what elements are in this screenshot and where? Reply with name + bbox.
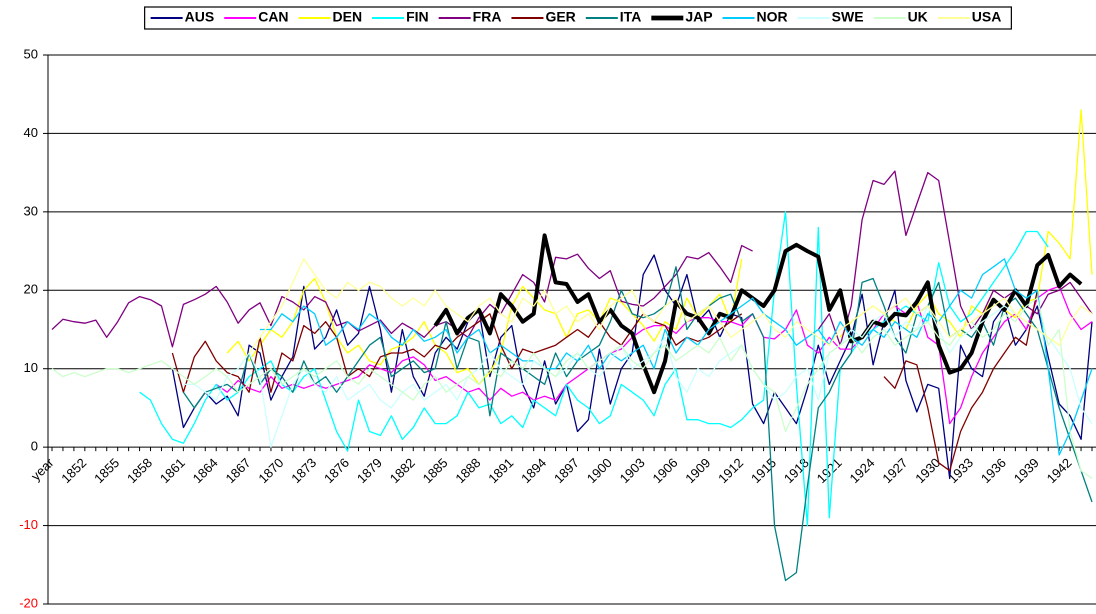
series-line	[51, 170, 1093, 348]
x-tick-label: year	[28, 455, 57, 484]
x-tick-label: 1909	[682, 455, 713, 486]
x-tick-label: 1858	[124, 455, 155, 486]
y-tick-label: 30	[24, 203, 38, 218]
legend-label: SWE	[832, 9, 864, 25]
series-line	[182, 266, 1093, 582]
x-tick-label: 1939	[1011, 455, 1042, 486]
legend-label: CAN	[258, 9, 288, 25]
x-tick-label: 1882	[387, 455, 418, 486]
y-tick-label: 50	[24, 46, 38, 61]
series-line	[51, 297, 1093, 480]
series-line	[260, 258, 1093, 456]
x-tick-label: 1894	[518, 455, 549, 486]
x-tick-label: 1900	[584, 455, 615, 486]
legend-label: USA	[972, 9, 1002, 25]
legend-label: FIN	[406, 9, 429, 25]
x-tick-label: 1915	[748, 455, 779, 486]
x-tick-label: 1897	[551, 455, 582, 486]
legend-label: NOR	[757, 9, 788, 25]
x-tick-label: 1918	[781, 455, 812, 486]
x-tick-label: 1888	[452, 455, 483, 486]
y-tick-label: 20	[24, 282, 38, 297]
legend-label: DEN	[333, 9, 363, 25]
x-tick-label: 1912	[715, 455, 746, 486]
legend-label: GER	[545, 9, 575, 25]
legend-label: ITA	[620, 9, 642, 25]
y-tick-label: 40	[24, 125, 38, 140]
legend-label: FRA	[473, 9, 502, 25]
x-tick-label: 1873	[288, 455, 319, 486]
series-line	[248, 258, 1093, 354]
x-tick-label: 1861	[157, 455, 188, 486]
y-tick-label: -10	[19, 517, 38, 532]
x-tick-label: 1852	[58, 455, 89, 486]
x-tick-label: 1885	[420, 455, 451, 486]
x-tick-label: 1921	[814, 455, 845, 486]
y-tick-label: 0	[31, 439, 38, 454]
x-tick-label: 1942	[1044, 455, 1075, 486]
x-tick-label: 1876	[321, 455, 352, 486]
series-line	[215, 285, 1093, 425]
x-tick-label: 1924	[847, 455, 878, 486]
legend-label: JAP	[685, 9, 712, 25]
x-tick-label: 1879	[354, 455, 385, 486]
x-tick-label: 1867	[223, 455, 254, 486]
series-line	[171, 254, 1093, 480]
x-tick-label: 1903	[617, 455, 648, 486]
series-line	[226, 109, 1093, 386]
x-tick-label: 1906	[649, 455, 680, 486]
series-line	[433, 233, 1083, 395]
x-tick-label: 1927	[879, 455, 910, 486]
x-tick-label: 1936	[978, 455, 1009, 486]
x-tick-label: 1891	[485, 455, 516, 486]
legend-label: AUS	[185, 9, 215, 25]
legend-box	[144, 6, 1012, 30]
y-tick-label: 10	[24, 360, 38, 375]
x-tick-label: 1864	[190, 455, 221, 486]
x-tick-label: 1870	[255, 455, 286, 486]
legend: AUS CAN DEN FIN FRA GER ITA JAP NOR SWE UK USA	[144, 6, 1012, 30]
y-tick-label: -20	[19, 595, 38, 610]
x-tick-label: 1855	[91, 455, 122, 486]
legend-label: UK	[908, 9, 928, 25]
